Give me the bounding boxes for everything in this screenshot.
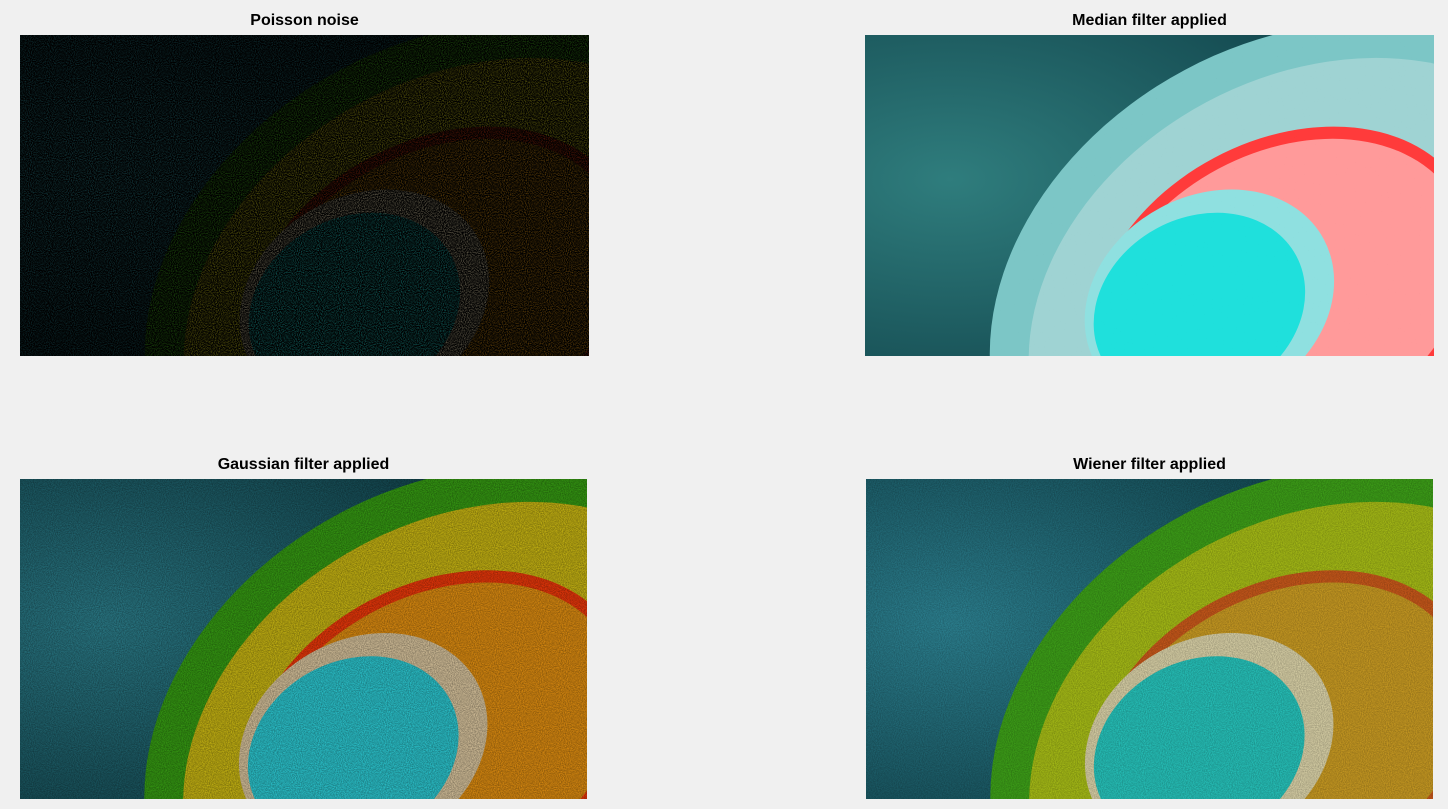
rings-image — [20, 479, 587, 799]
subplot-title: Wiener filter applied — [1073, 456, 1226, 473]
noise-overlay — [866, 479, 1433, 799]
rings-image — [866, 479, 1433, 799]
noise-overlay — [20, 35, 589, 356]
subplot-median-filter: Median filter applied — [865, 10, 1434, 356]
subplot-title: Median filter applied — [1072, 12, 1227, 29]
noisy-image — [20, 35, 589, 356]
subplot-title: Gaussian filter applied — [217, 456, 390, 473]
subplot-gaussian-filter: Gaussian filter applied — [20, 454, 587, 799]
subplot-title: Poisson noise — [250, 12, 359, 29]
rings-image — [865, 35, 1434, 356]
rings-image — [20, 35, 589, 356]
noise-overlay — [865, 35, 1434, 356]
gaussian-filtered-image — [20, 479, 587, 799]
subplot-wiener-filter: Wiener filter applied — [866, 454, 1433, 799]
subplot-poisson-noise: Poisson noise — [20, 10, 589, 356]
wiener-filtered-image — [866, 479, 1433, 799]
median-filtered-image — [865, 35, 1434, 356]
noise-overlay — [20, 479, 587, 799]
